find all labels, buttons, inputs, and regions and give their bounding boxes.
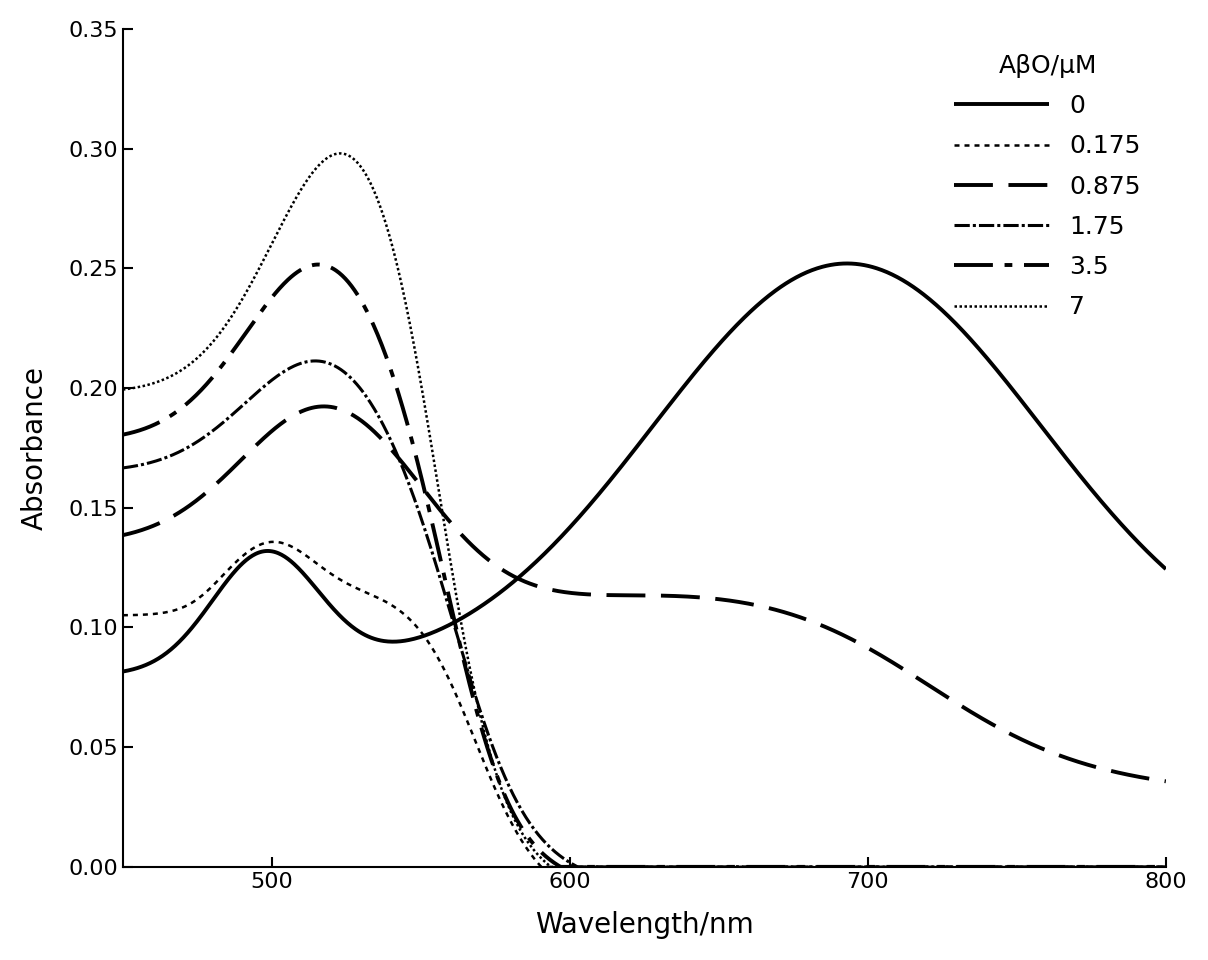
Legend: 0, 0.175, 0.875, 1.75, 3.5, 7: 0, 0.175, 0.875, 1.75, 3.5, 7 <box>942 41 1154 332</box>
X-axis label: Wavelength/nm: Wavelength/nm <box>535 911 754 939</box>
Y-axis label: Absorbance: Absorbance <box>21 366 48 530</box>
